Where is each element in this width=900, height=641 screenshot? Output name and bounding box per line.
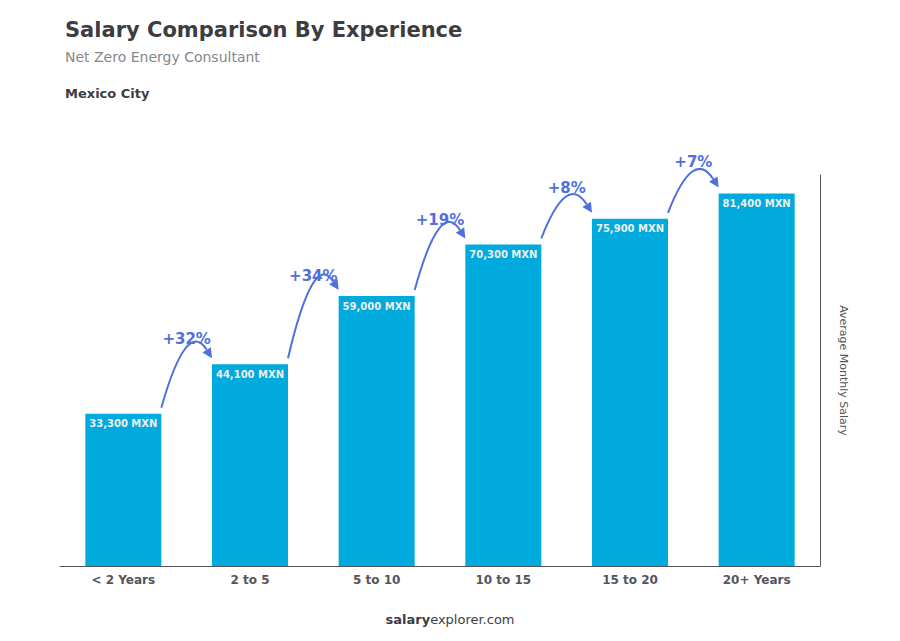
svg-text:44,100 MXN: 44,100 MXN — [216, 369, 284, 380]
svg-text:+7%: +7% — [674, 153, 712, 171]
svg-text:59,000 MXN: 59,000 MXN — [343, 301, 411, 312]
svg-text:5 to 10: 5 to 10 — [353, 573, 400, 587]
svg-text:+8%: +8% — [548, 179, 586, 197]
svg-text:81,400 MXN: 81,400 MXN — [723, 198, 791, 209]
svg-text:33,300 MXN: 33,300 MXN — [89, 418, 157, 429]
svg-text:salary: salary — [385, 612, 430, 627]
svg-text:20+ Years: 20+ Years — [723, 573, 791, 587]
svg-text:2 to 5: 2 to 5 — [230, 573, 269, 587]
svg-text:+32%: +32% — [162, 330, 210, 348]
svg-text:+34%: +34% — [289, 267, 337, 285]
svg-text:explorer.com: explorer.com — [430, 612, 514, 627]
svg-text:15 to 20: 15 to 20 — [602, 573, 658, 587]
svg-text:Salary Comparison By Experienc: Salary Comparison By Experience — [65, 18, 462, 42]
svg-text:< 2 Years: < 2 Years — [92, 573, 156, 587]
svg-text:70,300 MXN: 70,300 MXN — [469, 249, 537, 260]
svg-text:+19%: +19% — [416, 211, 464, 229]
svg-text:Mexico City: Mexico City — [65, 86, 150, 101]
svg-text:Average Monthly Salary: Average Monthly Salary — [837, 305, 850, 436]
svg-text:10 to 15: 10 to 15 — [475, 573, 531, 587]
svg-text:Net Zero Energy Consultant: Net Zero Energy Consultant — [65, 49, 260, 65]
svg-text:75,900 MXN: 75,900 MXN — [596, 223, 664, 234]
